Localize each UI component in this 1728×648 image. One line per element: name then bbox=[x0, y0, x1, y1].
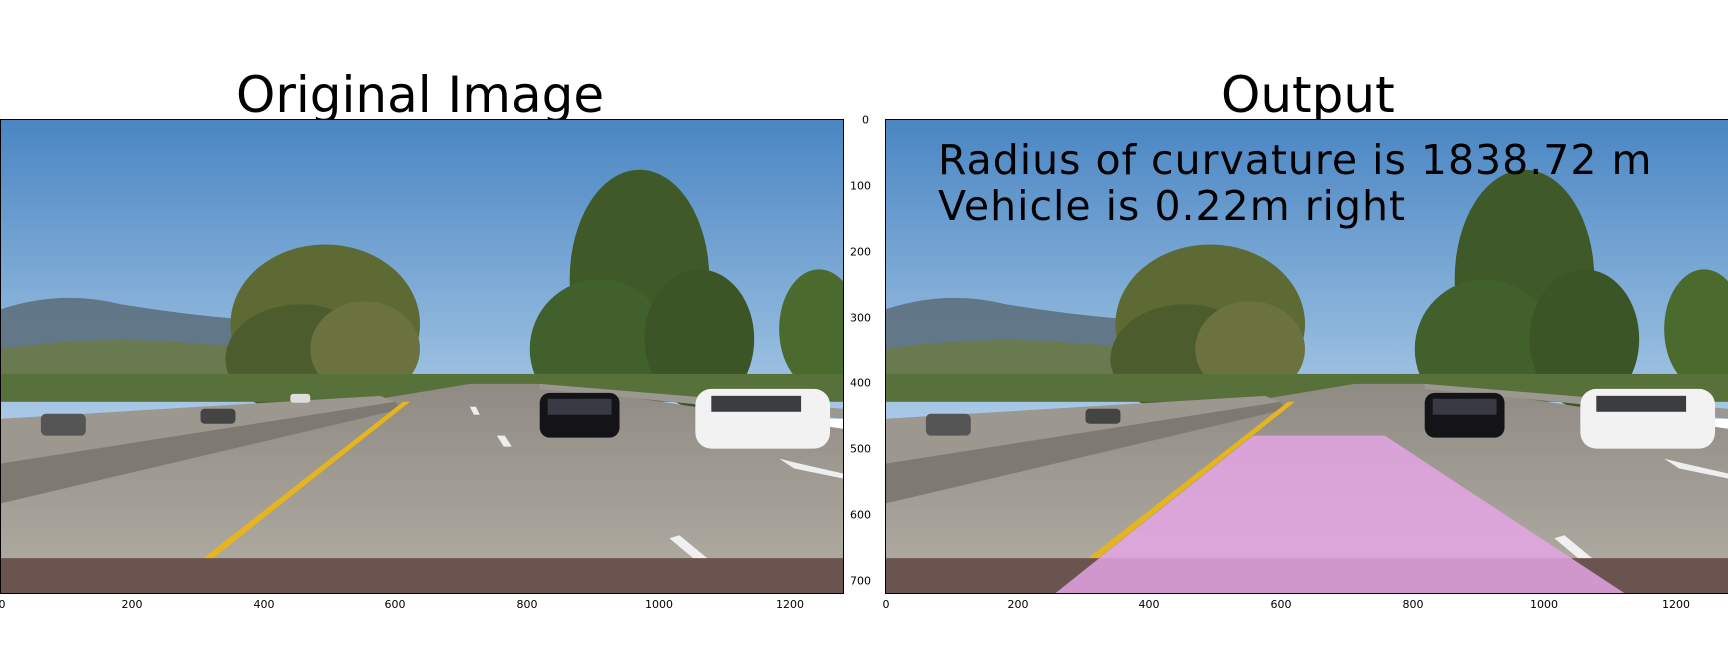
y-tick-label: 400 bbox=[850, 376, 871, 390]
x-tick-label: 0 bbox=[882, 598, 890, 611]
x-tick-label: 800 bbox=[1402, 598, 1424, 611]
original-road-image bbox=[1, 120, 843, 593]
original-image-panel bbox=[0, 119, 844, 594]
y-tick-label: 0 bbox=[862, 113, 869, 127]
y-tick-label: 100 bbox=[850, 179, 871, 193]
x-tick-label: 200 bbox=[121, 598, 143, 611]
y-tick-label: 700 bbox=[850, 574, 871, 588]
x-tick-label: 1200 bbox=[1662, 598, 1690, 611]
y-tick-label: 600 bbox=[850, 508, 871, 522]
radius-of-curvature-text: Radius of curvature is 1838.72 m bbox=[938, 136, 1653, 184]
x-tick-label: 400 bbox=[1138, 598, 1160, 611]
x-tick-label: 200 bbox=[1007, 598, 1029, 611]
x-tick-label: 600 bbox=[384, 598, 406, 611]
y-tick-label: 200 bbox=[850, 245, 871, 259]
x-tick-label: 600 bbox=[1270, 598, 1292, 611]
x-tick-label: 400 bbox=[253, 598, 275, 611]
x-tick-label: 1200 bbox=[776, 598, 804, 611]
vehicle-offset-text: Vehicle is 0.22m right bbox=[938, 182, 1407, 230]
x-tick-label: 1000 bbox=[1530, 598, 1558, 611]
y-tick-label: 300 bbox=[850, 311, 871, 325]
x-tick-label: 1000 bbox=[645, 598, 673, 611]
y-tick-label: 500 bbox=[850, 442, 871, 456]
x-tick-label: 0 bbox=[0, 598, 6, 611]
output-road-image bbox=[886, 120, 1728, 593]
right-subplot-title: Output bbox=[1221, 66, 1395, 124]
detected-lane-area bbox=[1055, 435, 1625, 593]
output-image-panel: Radius of curvature is 1838.72 m Vehicle… bbox=[885, 119, 1728, 594]
left-subplot-title: Original Image bbox=[236, 66, 605, 124]
x-tick-label: 800 bbox=[516, 598, 538, 611]
